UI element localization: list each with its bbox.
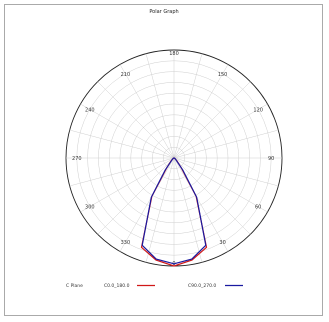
- polar-grid-spoke: [80, 103, 175, 159]
- angle-tick-label: 150: [218, 72, 228, 78]
- chart-title: Polar Graph: [149, 9, 178, 15]
- polar-grid-spoke: [80, 157, 175, 213]
- polar-grid-spoke: [119, 157, 175, 252]
- angle-tick-label: 180: [169, 51, 179, 57]
- legend-title: C Plane: [66, 283, 83, 289]
- angle-tick-label: 270: [72, 156, 82, 162]
- angle-tick-label: 300: [85, 205, 95, 211]
- polar-grid-spoke: [173, 157, 229, 252]
- legend: C Plane C0.0_180.0 C90.0_270.0: [66, 283, 243, 289]
- angle-tick-label: 30: [219, 240, 225, 246]
- polar-grid-spoke: [119, 64, 175, 159]
- polar-grid-spoke: [173, 157, 203, 263]
- series-curves: [140, 157, 208, 267]
- angle-tick-label: 90: [268, 156, 274, 162]
- polar-grid-spoke: [145, 157, 175, 263]
- polar-grid-spoke: [97, 81, 175, 159]
- series-line-c90: [141, 157, 207, 265]
- polar-grid-spoke: [173, 81, 251, 159]
- polar-grid-spoke: [173, 157, 268, 213]
- angle-tick-label: 210: [121, 72, 131, 78]
- angle-tick-label: 120: [253, 107, 263, 113]
- polar-grid-spoke: [173, 129, 279, 159]
- legend-label-c0: C0.0_180.0: [104, 283, 130, 289]
- polar-grid-spoke: [173, 53, 203, 159]
- polar-grid-spoke: [173, 103, 268, 159]
- polar-grid-spoke: [69, 157, 175, 187]
- polar-grid-spoke: [173, 64, 229, 159]
- polar-grid-spoke: [173, 157, 251, 235]
- polar-grid-spoke: [145, 53, 175, 159]
- angle-tick-label: 330: [121, 240, 131, 246]
- legend-label-c90: C90.0_270.0: [188, 283, 216, 289]
- polar-grid-spoke: [69, 129, 175, 159]
- angle-tick-label: 240: [85, 107, 95, 113]
- polar-grid-spoke: [97, 157, 175, 235]
- polar-grid-spoke: [173, 157, 279, 187]
- angle-tick-label: 60: [255, 205, 261, 211]
